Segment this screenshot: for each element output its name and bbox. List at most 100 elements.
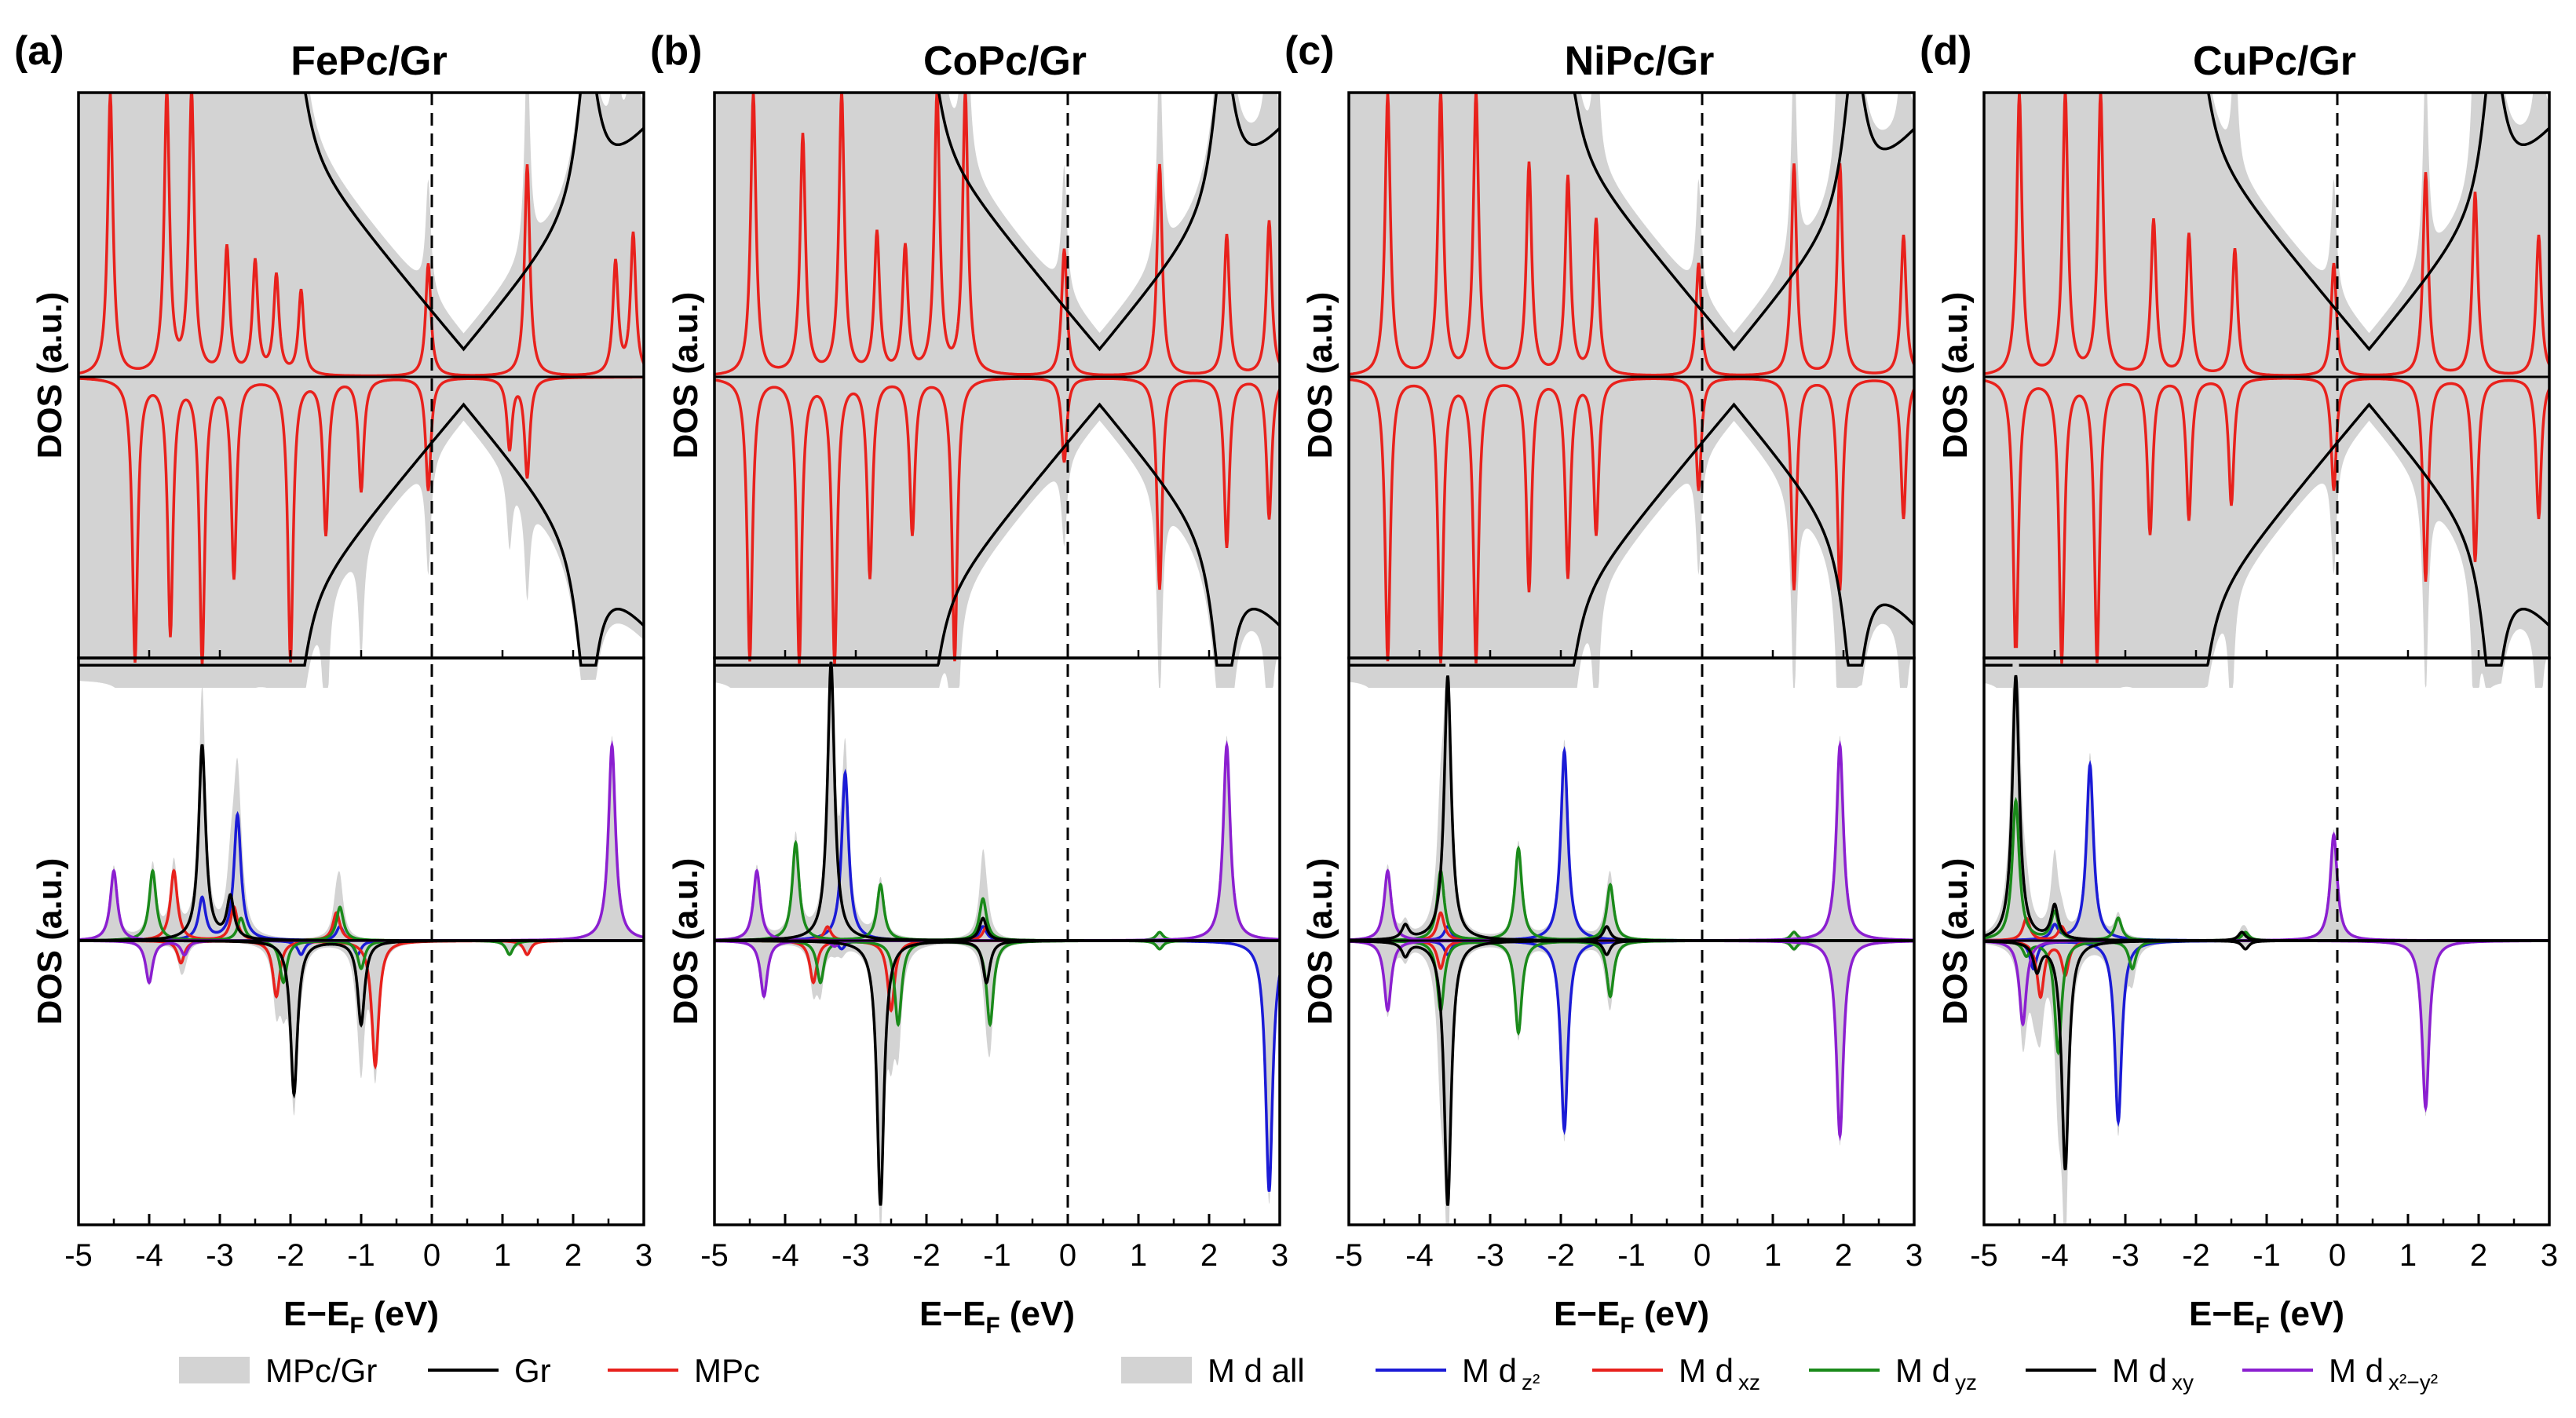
x-tick-label: -1 xyxy=(983,1238,1011,1273)
legend: MPc/Gr Gr MPc xyxy=(179,1352,760,1389)
mpc-dos-spin-up xyxy=(714,93,1280,377)
legend: M d all M d z² M d xz M d yz M d xy M d x²−y² xyxy=(1121,1352,2438,1394)
x-tick-label: -4 xyxy=(771,1238,799,1273)
dyz-spin-up xyxy=(79,868,644,942)
legend-label-main: M d xyxy=(1679,1352,1734,1389)
y-axis-label-bottom: DOS (a.u.) xyxy=(1301,858,1339,1025)
x-axis-label-unit: (eV) xyxy=(1000,1295,1075,1333)
x-tick-label: -1 xyxy=(2253,1238,2281,1273)
legend-label-sub: x²−y² xyxy=(2388,1370,2438,1394)
gr-dos-spin-down xyxy=(1984,402,2549,667)
gr-dos-spin-up xyxy=(1573,93,1914,352)
panel-title: CuPc/Gr xyxy=(2193,38,2356,84)
x-tick-label: -2 xyxy=(912,1238,941,1273)
x-tick-label: 0 xyxy=(423,1238,440,1273)
gr-dos-spin-down xyxy=(79,402,644,667)
x-tick-label: 0 xyxy=(1694,1238,1711,1273)
x-tick-label: -5 xyxy=(1970,1238,1998,1273)
legend-label: MPc/Gr xyxy=(265,1352,377,1389)
x-tick-label: -4 xyxy=(2041,1238,2069,1273)
x-tick-label: -4 xyxy=(135,1238,163,1273)
legend-label-main: M d xyxy=(1462,1352,1517,1389)
d-all-spin-up xyxy=(1349,648,1914,941)
x-axis-label: E−EF (eV) xyxy=(2189,1295,2344,1339)
legend-label: M d yz xyxy=(1895,1352,1977,1394)
panel-title: CoPc/Gr xyxy=(923,38,1087,84)
mpc-dos-spin-down xyxy=(714,377,1280,665)
d-all-spin-down xyxy=(1984,941,2549,1225)
x-tick-label: -1 xyxy=(1617,1238,1646,1273)
x-tick-label: 0 xyxy=(2329,1238,2346,1273)
panel-label: (c) xyxy=(1284,28,1335,74)
plot-area xyxy=(714,93,1280,1225)
dz2-spin-up xyxy=(1984,760,2549,942)
y-axis-label-top: DOS (a.u.) xyxy=(1936,292,1975,459)
x-tick-label: 0 xyxy=(1059,1238,1076,1273)
x-tick-label: 3 xyxy=(1906,1238,1923,1273)
x-axis-label: E−EF (eV) xyxy=(919,1295,1075,1339)
y-axis-label-top: DOS (a.u.) xyxy=(667,292,705,459)
panel-label: (d) xyxy=(1920,28,1971,74)
mpc-dos-spin-down xyxy=(79,375,644,666)
legend-label-main: MPc/Gr xyxy=(265,1352,377,1389)
x-axis-label-sub: F xyxy=(349,1313,364,1339)
x-tick-label: 1 xyxy=(2399,1238,2417,1273)
x-tick-label: 3 xyxy=(635,1238,652,1273)
y-axis-label-top: DOS (a.u.) xyxy=(31,292,69,459)
legend-label-main: M d all xyxy=(1208,1352,1305,1389)
d-all-spin-down xyxy=(1349,941,1914,1225)
legend-label: M d x²−y² xyxy=(2329,1352,2438,1394)
panel-fepc-gr: -5 -4 -3 -2 -1 0 1 2 3 FePc/Gr (a) E−EF (eV) DOS (a.… xyxy=(14,28,652,1339)
total-dos-spin-up xyxy=(79,93,644,377)
x-tick-label: 2 xyxy=(1200,1238,1218,1273)
y-axis-label-bottom: DOS (a.u.) xyxy=(1936,858,1975,1025)
panel-cupc-gr: -5 -4 -3 -2 -1 0 1 2 3 CuPc/Gr (d) E−EF (eV) DOS (a.… xyxy=(1920,28,2558,1339)
legend-label: Gr xyxy=(514,1352,551,1389)
dyz-spin-up xyxy=(1984,796,2549,942)
x-tick-label: -3 xyxy=(842,1238,870,1273)
x-axis-label-unit: (eV) xyxy=(364,1295,439,1333)
dxy-spin-down xyxy=(714,939,1280,1206)
legend-item: M d yz xyxy=(1809,1352,1977,1394)
x-tick-label: 1 xyxy=(1130,1238,1147,1273)
x-axis-label-sub: F xyxy=(2255,1313,2269,1339)
x-tick-label: -3 xyxy=(206,1238,234,1273)
legend-item: MPc/Gr xyxy=(179,1352,377,1389)
x-tick-label: -2 xyxy=(2182,1238,2210,1273)
dxy-spin-up xyxy=(79,744,644,942)
x-axis-label-sub: F xyxy=(985,1313,999,1339)
plot-area xyxy=(1349,93,1914,1225)
legend-item: M d x²−y² xyxy=(2242,1352,2438,1394)
dxy-spin-up xyxy=(1984,674,2549,942)
total-dos-spin-up xyxy=(1349,93,1914,377)
legend-label: M d xy xyxy=(2112,1352,2194,1394)
legend-label: M d z² xyxy=(1462,1352,1540,1394)
panel-label: (b) xyxy=(650,28,702,74)
x-tick-label: -5 xyxy=(700,1238,729,1273)
x-tick-label: -3 xyxy=(1476,1238,1504,1273)
gr-dos-spin-up xyxy=(304,93,644,352)
x-tick-label: -5 xyxy=(64,1238,93,1273)
mpc-dos-spin-up xyxy=(1984,93,2549,377)
gr-dos-spin-down xyxy=(1349,402,1914,667)
y-axis-label-bottom: DOS (a.u.) xyxy=(31,858,69,1025)
d-all-spin-up xyxy=(79,685,644,941)
x-tick-label: 3 xyxy=(2541,1238,2558,1273)
x-tick-label: 1 xyxy=(1764,1238,1781,1273)
x-tick-label: 2 xyxy=(2470,1238,2487,1273)
legend-item: MPc xyxy=(608,1352,760,1389)
x-axis-label-unit: (eV) xyxy=(1635,1295,1709,1333)
total-dos-spin-up xyxy=(1984,93,2549,377)
y-axis-label-top: DOS (a.u.) xyxy=(1301,292,1339,459)
panel-title: NiPc/Gr xyxy=(1565,38,1715,84)
x-axis-label-main: E−E xyxy=(919,1295,985,1333)
legend-label-main: MPc xyxy=(694,1352,760,1389)
legend-label-sub: z² xyxy=(1522,1370,1540,1394)
x-tick-label: -2 xyxy=(276,1238,305,1273)
d-all-spin-down xyxy=(79,941,644,1116)
legend-label: M d all xyxy=(1208,1352,1305,1389)
x-tick-label: -5 xyxy=(1335,1238,1363,1273)
x-tick-label: -3 xyxy=(2111,1238,2139,1273)
x-axis-label-main: E−E xyxy=(283,1295,349,1333)
gr-dos-spin-up xyxy=(937,93,1280,352)
